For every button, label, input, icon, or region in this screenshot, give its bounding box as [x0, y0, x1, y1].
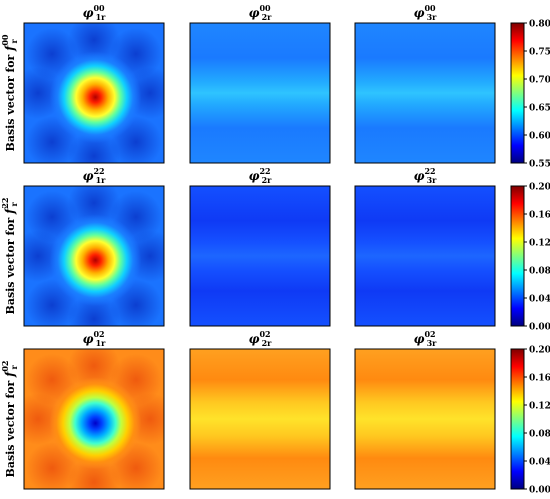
row-3-ylabel: Basis vector for f02r [0, 361, 19, 478]
colorbar-row-3: 0.00 0.04 0.08 0.12 0.16 0.20 [510, 346, 550, 496]
panel-title-r2c2: φ22 2r [249, 166, 273, 185]
colorbar-tick-label: 0.55 [529, 160, 550, 170]
panel-title-r1c2: φ00 2r [249, 3, 273, 22]
colorbar-tick-label: 0.04 [529, 458, 550, 468]
panel-title-r2c1: φ22 1r [83, 166, 107, 185]
heatmap-r2c1 [23, 185, 165, 327]
colorbar-tick-label: 0.00 [529, 323, 550, 333]
heatmap-r3c3 [354, 348, 496, 490]
colorbar-tick-label: 0.08 [529, 430, 550, 440]
panel-title-r2c3: φ22 3r [414, 166, 438, 185]
colorbar-tick-label: 0.20 [529, 346, 550, 356]
heatmap-r1c3 [354, 22, 496, 164]
colorbar-tick-label: 0.08 [529, 267, 550, 277]
panel-title-r3c2: φ02 2r [249, 329, 273, 348]
colorbar-tick-label: 0.20 [529, 183, 550, 193]
panel-title-r1c1: φ00 1r [83, 3, 107, 22]
row-2-ylabel: Basis vector for f22r [0, 198, 19, 315]
heatmap-r2c3 [354, 185, 496, 327]
panel-title-r3c1: φ02 1r [83, 329, 107, 348]
colorbar-tick-label: 0.60 [529, 132, 550, 142]
colorbar-tick-label: 0.16 [529, 374, 550, 384]
colorbar-tick-label: 0.65 [529, 104, 550, 114]
heatmap-r3c1 [23, 348, 165, 490]
heatmap-r3c2 [189, 348, 331, 490]
colorbar-tick-label: 0.12 [529, 402, 550, 412]
colorbar-tick-label: 0.04 [529, 295, 550, 305]
heatmap-r2c2 [189, 185, 331, 327]
panel-title-r1c3: φ00 3r [414, 3, 438, 22]
row-1-ylabel: Basis vector for f00r [0, 34, 19, 151]
panel-title-r3c3: φ02 3r [414, 329, 438, 348]
colorbar-tick-label: 0.12 [529, 239, 550, 249]
colorbar-tick-label: 0.70 [529, 76, 550, 86]
colorbar-tick-label: 0.75 [529, 48, 550, 58]
colorbar-tick-label: 0.80 [529, 20, 550, 30]
colorbar-row-2: 0.00 0.04 0.08 0.12 0.16 0.20 [510, 183, 550, 333]
colorbar-tick-label: 0.16 [529, 211, 550, 221]
colorbar-tick-label: 0.00 [529, 486, 550, 496]
heatmap-r1c2 [189, 22, 331, 164]
heatmap-r1c1 [23, 22, 165, 164]
colorbar-row-1: 0.55 0.60 0.65 0.70 0.75 0.80 [510, 20, 550, 170]
